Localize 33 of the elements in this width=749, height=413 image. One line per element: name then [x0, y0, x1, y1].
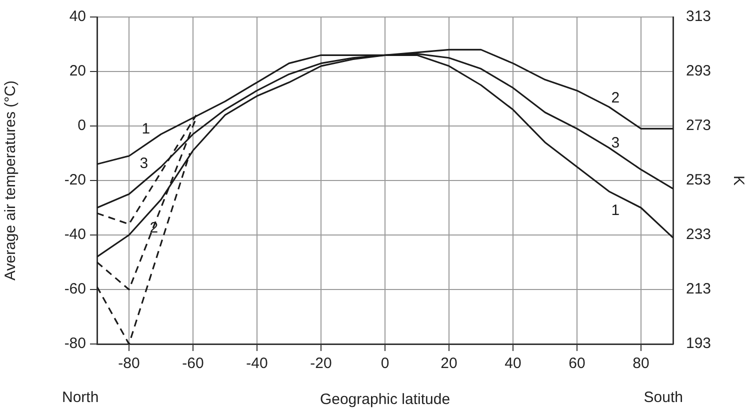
- text: South: [644, 389, 683, 406]
- series-label: 2: [611, 89, 620, 106]
- text: North: [62, 389, 99, 406]
- y-tick-label: -60: [64, 280, 86, 298]
- y-tick-label: 0: [78, 117, 86, 134]
- y2-tick-label: 253: [686, 172, 712, 189]
- x-tick-label: 40: [504, 355, 522, 372]
- y2-tick-label: 213: [686, 280, 712, 298]
- y2-tick-label: 233: [686, 226, 712, 244]
- y2-tick-label: 193: [686, 335, 712, 352]
- x-axis-title: Geographic latitude: [320, 391, 450, 408]
- x-tick-label: 20: [440, 355, 458, 372]
- y2-axis-title: K: [730, 175, 747, 186]
- x-tick-label: -20: [310, 355, 332, 372]
- y-tick-label: 40: [69, 8, 86, 26]
- y2-tick-label: 293: [686, 62, 712, 80]
- text: 3: [140, 154, 148, 172]
- x-tick-label: 60: [568, 355, 586, 372]
- y-tick-label: -20: [64, 172, 86, 189]
- text: 1: [611, 202, 620, 219]
- y2-tick-label: 273: [686, 117, 712, 134]
- y-tick-label: -40: [64, 226, 86, 244]
- x-tick-label: 80: [632, 355, 650, 372]
- x-tick-label: -80: [118, 355, 140, 372]
- series-label: 3: [611, 134, 620, 152]
- y-tick-label: 20: [69, 62, 86, 80]
- x-tick-label: -60: [182, 355, 204, 372]
- y2-tick-label: 313: [686, 8, 712, 26]
- x-tick-label: -40: [246, 355, 268, 372]
- x-tick-label: 0: [380, 355, 390, 372]
- y-axis-title: Average air temperatures (°C): [2, 80, 20, 280]
- series-label: 1: [142, 120, 150, 138]
- y-tick-label: -80: [64, 335, 86, 352]
